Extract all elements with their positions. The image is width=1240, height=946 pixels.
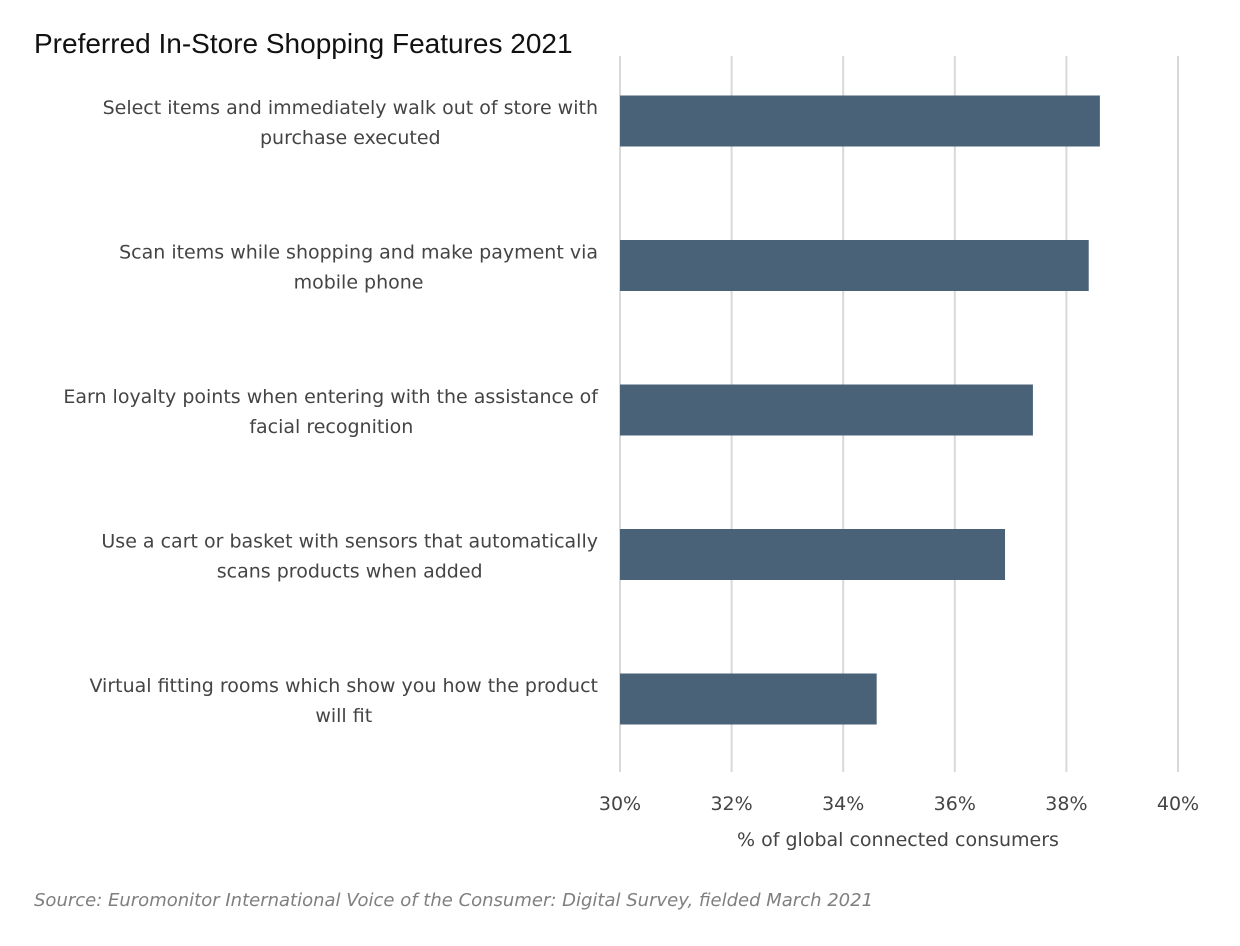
category-label: Scan items while shopping and make payme… <box>119 242 598 294</box>
category-label-line: Scan items while shopping and make payme… <box>119 242 598 264</box>
category-labels: Select items and immediately walk out of… <box>63 97 599 727</box>
category-label: Virtual fitting rooms which show you how… <box>89 675 598 727</box>
chart-title: Preferred In-Store Shopping Features 202… <box>34 28 573 59</box>
category-label-line: facial recognition <box>249 416 413 438</box>
x-tick-label: 34% <box>822 793 864 815</box>
bars <box>620 95 1100 725</box>
x-axis-title: % of global connected consumers <box>737 829 1059 851</box>
category-label-line: purchase executed <box>260 127 441 149</box>
category-label-line: Select items and immediately walk out of… <box>103 97 598 119</box>
x-tick-label: 36% <box>934 793 976 815</box>
category-label-line: scans products when added <box>217 561 483 583</box>
bar <box>620 673 877 725</box>
source-note: Source: Euromonitor International Voice … <box>34 890 874 911</box>
category-label-line: Use a cart or basket with sensors that a… <box>101 531 598 553</box>
x-tick-label: 32% <box>710 793 752 815</box>
category-label-line: mobile phone <box>294 272 424 294</box>
category-label-line: will fit <box>315 705 372 727</box>
category-label: Use a cart or basket with sensors that a… <box>101 531 598 583</box>
category-label: Earn loyalty points when entering with t… <box>63 386 599 438</box>
x-tick-labels: 30% 32% 34% 36% 38% 40% <box>599 793 1199 815</box>
bar <box>620 95 1100 147</box>
bar <box>620 529 1006 580</box>
category-label: Select items and immediately walk out of… <box>103 97 598 149</box>
x-tick-label: 30% <box>599 793 641 815</box>
category-label-line: Virtual fitting rooms which show you how… <box>89 675 598 697</box>
x-tick-label: 38% <box>1045 793 1087 815</box>
bar <box>620 240 1089 291</box>
x-tick-label: 40% <box>1157 793 1199 815</box>
category-label-line: Earn loyalty points when entering with t… <box>63 386 599 408</box>
bar <box>620 384 1033 436</box>
